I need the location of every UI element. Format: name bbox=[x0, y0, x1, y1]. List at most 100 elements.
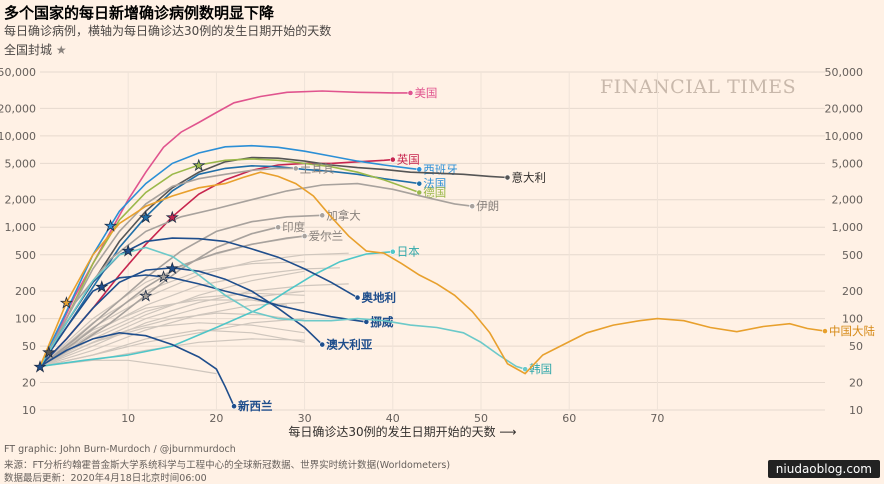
y-tick-label-right: 100 bbox=[842, 313, 863, 326]
background-series-line bbox=[39, 318, 305, 367]
y-tick-label-right: 50,000 bbox=[825, 66, 864, 79]
series-end-point bbox=[319, 212, 326, 219]
series-end-label: 土耳其 bbox=[300, 161, 335, 175]
series-line bbox=[39, 226, 279, 368]
lockdown-star-icon: ★ bbox=[140, 288, 153, 304]
y-tick-label-left: 20 bbox=[22, 376, 36, 389]
series-end-point bbox=[354, 294, 361, 301]
y-tick-label-left: 200 bbox=[15, 285, 36, 298]
y-tick-label-right: 20 bbox=[849, 376, 863, 389]
y-tick-label-right: 20,000 bbox=[825, 102, 864, 115]
series-end-label: 印度 bbox=[282, 220, 305, 234]
series-line bbox=[39, 274, 367, 367]
y-tick-label-left: 10,000 bbox=[0, 130, 36, 143]
series-end-point bbox=[301, 233, 308, 240]
x-tick-label: 50 bbox=[474, 412, 488, 425]
background-series-line bbox=[39, 261, 305, 367]
x-tick-label: 20 bbox=[209, 412, 223, 425]
series-end-label: 日本 bbox=[397, 245, 420, 259]
series-end-point bbox=[416, 166, 423, 173]
series-line bbox=[39, 164, 420, 367]
series-end-point bbox=[231, 403, 237, 410]
y-tick-label-left: 2,000 bbox=[5, 194, 37, 207]
y-tick-label-left: 50,000 bbox=[0, 66, 36, 79]
x-tick-label: 10 bbox=[121, 412, 135, 425]
series-end-label: 法国 bbox=[423, 177, 446, 191]
series-end-point bbox=[416, 180, 423, 187]
series-end-label: 韩国 bbox=[529, 362, 552, 376]
lockdown-star-icon: ★ bbox=[104, 219, 117, 235]
series-line bbox=[39, 144, 420, 367]
updated-text: 数据最后更新：2020年4月18日北京时间06:00 bbox=[4, 473, 207, 484]
series-end-point bbox=[469, 203, 476, 210]
series-end-point bbox=[275, 224, 282, 231]
lockdown-star-icon: ★ bbox=[34, 359, 47, 375]
series-end-point bbox=[416, 189, 423, 196]
y-tick-label-left: 20,000 bbox=[0, 102, 36, 115]
watermark: niudaoblog.com bbox=[767, 460, 880, 478]
series-end-point bbox=[407, 90, 414, 96]
x-tick-label: 70 bbox=[650, 412, 664, 425]
brand-logo: FINANCIAL TIMES bbox=[600, 76, 797, 98]
y-tick-label-right: 1,000 bbox=[832, 221, 864, 234]
series-end-label: 加拿大 bbox=[326, 208, 361, 222]
y-tick-label-left: 10 bbox=[22, 404, 36, 417]
series-line bbox=[39, 266, 323, 367]
y-tick-label-right: 500 bbox=[842, 249, 863, 262]
lockdown-star-icon: ★ bbox=[166, 210, 179, 226]
lockdown-star-icon: ★ bbox=[60, 296, 73, 312]
series-end-point bbox=[822, 328, 828, 335]
series-end-label: 英国 bbox=[397, 153, 420, 167]
series-line bbox=[39, 158, 420, 367]
y-tick-label-right: 200 bbox=[842, 285, 863, 298]
series-end-label: 新西兰 bbox=[238, 399, 273, 413]
x-tick-label: 60 bbox=[562, 412, 576, 425]
series-line bbox=[39, 214, 323, 368]
lockdown-star-icon: ★ bbox=[157, 269, 170, 285]
series-line bbox=[39, 235, 305, 368]
star-icon: ★ bbox=[55, 43, 67, 57]
series-end-label: 奥地利 bbox=[361, 291, 397, 305]
series-end-point bbox=[292, 165, 299, 172]
series-end-point bbox=[522, 366, 529, 373]
chart-title: 多个国家的每日新增确诊病例数明显下降 bbox=[4, 4, 275, 22]
series-end-label: 爱尔兰 bbox=[309, 229, 344, 243]
series-end-label: 美国 bbox=[414, 86, 437, 100]
series-end-label: 伊朗 bbox=[476, 199, 499, 213]
lockdown-star-icon: ★ bbox=[192, 158, 205, 174]
series-end-point bbox=[389, 156, 396, 163]
y-tick-label-left: 500 bbox=[15, 249, 36, 262]
x-tick-label: 30 bbox=[298, 412, 312, 425]
lockdown-star-icon: ★ bbox=[122, 243, 135, 259]
x-tick-label: 40 bbox=[386, 412, 400, 425]
series-end-label: 意大利 bbox=[511, 171, 546, 185]
y-tick-label-left: 1,000 bbox=[5, 221, 37, 234]
y-tick-label-left: 100 bbox=[15, 313, 36, 326]
source-text: 来源：FT分析约翰霍普金斯大学系统科学与工程中心的全球新冠数据、世界实时统计数据… bbox=[4, 460, 451, 471]
series-end-label: 中国大陆 bbox=[829, 324, 875, 338]
lockdown-star-icon: ★ bbox=[166, 261, 179, 277]
series-line bbox=[39, 182, 473, 367]
series-end-label: 挪威 bbox=[370, 315, 393, 329]
y-tick-label-right: 50 bbox=[849, 340, 863, 353]
x-axis-label: 每日确诊达30例的发生日期开始的天数 ⟶ bbox=[288, 424, 516, 439]
background-series-line bbox=[39, 301, 305, 367]
series-line bbox=[39, 331, 235, 407]
y-tick-label-right: 5,000 bbox=[832, 157, 864, 170]
lockdown-star-icon: ★ bbox=[95, 280, 108, 296]
y-tick-label-right: 2,000 bbox=[832, 194, 864, 207]
series-line bbox=[39, 250, 393, 368]
y-tick-label-left: 50 bbox=[22, 340, 36, 353]
series-end-label: 澳大利亚 bbox=[326, 338, 372, 352]
y-tick-label-right: 10,000 bbox=[825, 130, 864, 143]
credit-text: FT graphic: John Burn-Murdoch / @jburnmu… bbox=[4, 444, 236, 455]
lockdown-star-icon: ★ bbox=[43, 345, 56, 361]
series-end-point bbox=[319, 341, 326, 348]
lockdown-legend: 全国封城 ★ bbox=[4, 41, 67, 58]
series-line bbox=[39, 158, 393, 367]
series-line bbox=[39, 246, 526, 370]
series-line bbox=[39, 156, 508, 367]
lockdown-star-icon: ★ bbox=[140, 210, 153, 226]
